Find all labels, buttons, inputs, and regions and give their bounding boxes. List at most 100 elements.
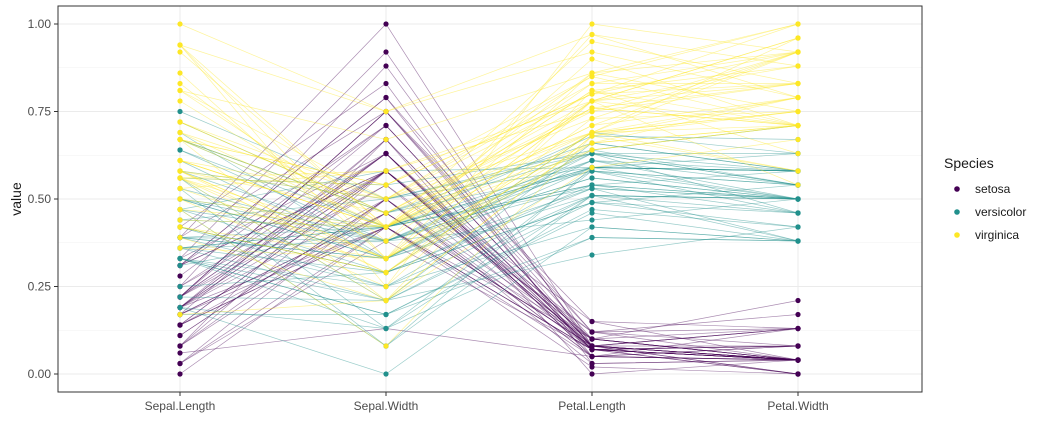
series-line-versicolor xyxy=(179,195,799,259)
series-line-virginica xyxy=(179,83,799,186)
series-line-setosa xyxy=(179,226,799,364)
series-line-setosa xyxy=(179,170,799,361)
series-line-setosa xyxy=(179,125,799,361)
series-line-setosa xyxy=(179,111,799,361)
data-point-virginica xyxy=(177,311,183,318)
series-line-virginica xyxy=(179,72,799,259)
series-line-setosa xyxy=(179,170,799,361)
series-line-setosa xyxy=(179,125,799,361)
data-point-virginica xyxy=(383,269,389,276)
series-line-virginica xyxy=(179,139,799,315)
series-line-versicolor xyxy=(179,170,799,242)
data-point-virginica xyxy=(383,283,389,290)
series-line-versicolor xyxy=(179,226,799,375)
series-line-setosa xyxy=(179,226,799,375)
data-point-virginica xyxy=(795,49,801,55)
legend-label-setosa: setosa xyxy=(975,182,1011,196)
series-line-setosa xyxy=(179,170,799,361)
series-line-virginica xyxy=(179,107,799,214)
data-point-virginica xyxy=(177,206,183,213)
data-point-virginica xyxy=(795,150,801,157)
series-line-versicolor xyxy=(179,177,799,242)
data-point-virginica xyxy=(177,224,183,230)
data-point-setosa xyxy=(795,325,801,332)
data-point-setosa xyxy=(795,343,801,349)
series-line-setosa xyxy=(179,125,799,347)
series-line-versicolor xyxy=(179,139,799,214)
series-line-virginica xyxy=(179,111,799,273)
series-line-virginica xyxy=(179,125,799,228)
series-line-virginica xyxy=(179,111,799,273)
data-point-virginica xyxy=(177,70,183,76)
x-tick-label: Petal.Length xyxy=(558,399,625,413)
series-line-virginica xyxy=(179,125,799,228)
series-line-virginica xyxy=(179,37,799,259)
series-line-virginica xyxy=(179,51,799,228)
data-point-virginica xyxy=(795,94,801,101)
series-line-virginica xyxy=(179,34,799,260)
data-point-virginica xyxy=(795,63,801,69)
series-line-versicolor xyxy=(179,188,799,259)
data-point-virginica xyxy=(589,147,595,153)
series-line-versicolor xyxy=(179,160,799,228)
series-line-virginica xyxy=(179,111,799,273)
series-line-setosa xyxy=(179,198,799,361)
data-point-versicolor xyxy=(177,108,183,115)
data-point-virginica xyxy=(383,343,389,349)
series-line-versicolor xyxy=(179,212,799,315)
series-line-versicolor xyxy=(179,202,799,301)
series-line-setosa xyxy=(179,111,798,347)
series-line-setosa xyxy=(179,198,799,361)
series-line-versicolor xyxy=(179,153,799,210)
series-line-versicolor xyxy=(179,149,799,242)
series-line-versicolor xyxy=(179,202,799,273)
data-point-versicolor xyxy=(177,255,183,262)
series-line-versicolor xyxy=(179,184,799,238)
series-line-virginica xyxy=(179,23,799,288)
legend-label-virginica: virginica xyxy=(975,228,1019,242)
data-point-virginica xyxy=(383,297,389,304)
legend: Species setosa versicolor virginica xyxy=(944,155,1026,242)
data-point-virginica xyxy=(589,98,595,104)
y-tick-label: 0.75 xyxy=(28,105,52,119)
legend-key-virginica xyxy=(954,232,960,238)
series-line-virginica xyxy=(179,51,799,214)
series-line-setosa xyxy=(179,212,799,361)
series-line-versicolor xyxy=(179,198,799,249)
series-line-virginica xyxy=(179,34,799,112)
series-line-setosa xyxy=(179,153,799,357)
data-point-versicolor xyxy=(589,185,595,192)
series-line-setosa xyxy=(179,23,799,347)
data-point-virginica xyxy=(795,122,801,129)
series-line-versicolor xyxy=(179,170,799,287)
data-point-virginica xyxy=(589,38,595,45)
data-point-virginica xyxy=(177,217,183,223)
series-line-versicolor xyxy=(179,153,798,186)
series-line-virginica xyxy=(179,37,799,214)
series-line-versicolor xyxy=(179,167,799,200)
data-point-setosa xyxy=(177,322,183,328)
series-line-virginica xyxy=(179,125,799,273)
data-point-setosa xyxy=(177,371,183,377)
legend-title: Species xyxy=(944,155,994,171)
series-line-virginica xyxy=(179,125,799,259)
data-point-setosa xyxy=(177,343,183,349)
data-point-virginica xyxy=(177,80,183,87)
y-tick-label: 0.00 xyxy=(28,367,52,381)
data-point-setosa xyxy=(589,346,595,353)
series-line-virginica xyxy=(179,90,799,301)
series-line-virginica xyxy=(179,23,799,112)
data-point-virginica xyxy=(589,164,595,171)
series-line-setosa xyxy=(179,153,799,340)
series-line-versicolor xyxy=(179,111,799,200)
series-line-setosa xyxy=(179,153,799,361)
data-point-setosa xyxy=(383,80,389,87)
data-point-versicolor xyxy=(177,147,183,153)
series-line-setosa xyxy=(179,226,799,361)
series-line-setosa xyxy=(179,111,799,347)
data-point-virginica xyxy=(589,122,595,129)
series-line-virginica xyxy=(179,44,799,228)
series-line-setosa xyxy=(179,226,799,375)
series-line-versicolor xyxy=(179,167,799,242)
series-line-virginica xyxy=(179,97,799,259)
